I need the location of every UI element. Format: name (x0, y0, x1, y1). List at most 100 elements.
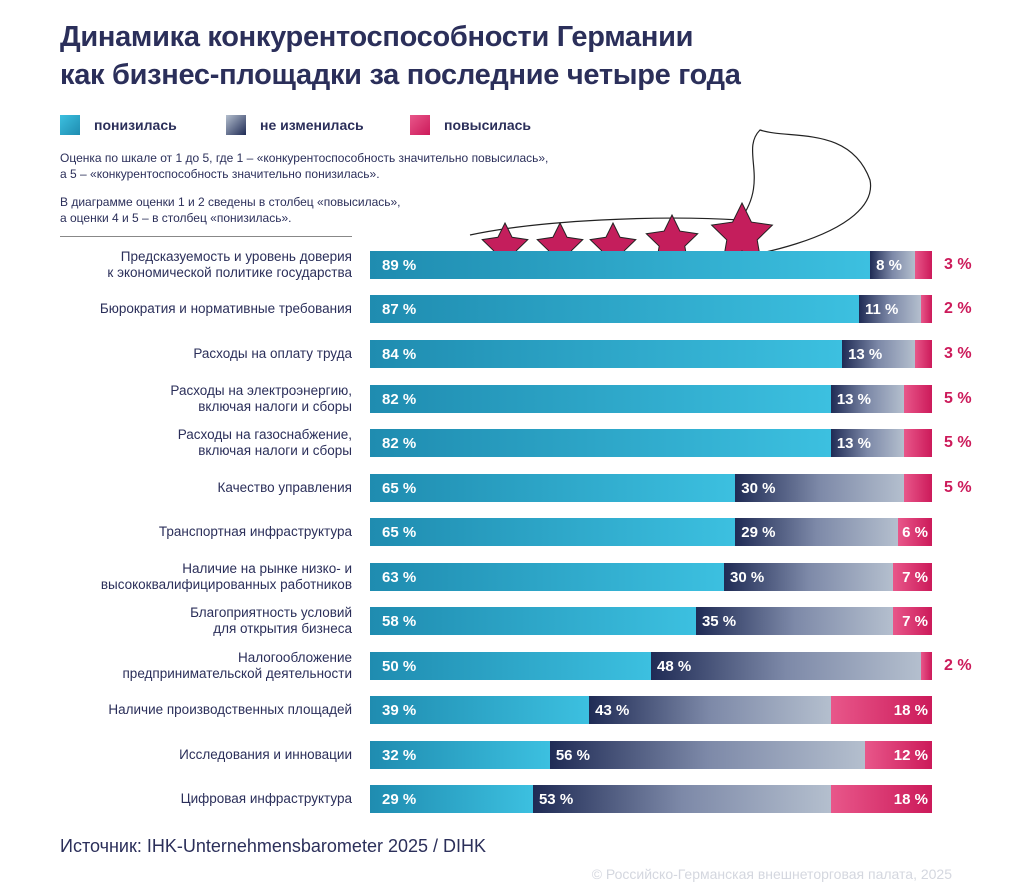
bar-unchanged: 13 % (842, 340, 916, 368)
bar-row: Качество управления 5 % 65 % 30 % (0, 473, 1024, 503)
category-label: Цифровая инфраструктура (180, 791, 352, 806)
bar-decreased: 84 % (370, 340, 843, 368)
category-label: Расходы на оплату труда (193, 346, 352, 361)
bar-row: Налогообложение предпринимательской деяте… (0, 650, 1024, 681)
stacked-bar: 63 % 30 % 7 % (370, 563, 932, 591)
category-label: Наличие на рынке низко- и высококвалифици… (100, 561, 352, 592)
bar-decreased: 58 % (370, 607, 696, 635)
category-label: Благоприятность условий для открытия бизн… (190, 605, 352, 636)
bar-decreased: 29 % (370, 785, 533, 813)
bar-unchanged: 43 % (589, 696, 831, 724)
bar-decreased: 82 % (370, 385, 831, 413)
data-label: 56 % (555, 746, 591, 764)
data-label: 84 % (382, 345, 417, 363)
stacked-bar: 65 % 30 % (370, 474, 932, 502)
data-label: 82 % (382, 434, 417, 452)
data-label: 65 % (382, 523, 417, 541)
data-label: 7 % (902, 612, 928, 630)
stacked-bar: 39 % 43 % 18 % (370, 696, 932, 724)
legend-item-unchanged: не изменилась (226, 114, 364, 136)
data-label: 89 % (382, 256, 417, 274)
bar-unchanged: 8 % (870, 251, 916, 279)
legend-label: не изменилась (260, 117, 364, 133)
data-label: 29 % (382, 790, 417, 808)
stacked-bar: 32 % 56 % 12 % (370, 741, 932, 769)
category-label: Расходы на электроэнергию, включая налоги… (170, 383, 352, 414)
bar-unchanged: 30 % (735, 474, 904, 502)
copyright: © Российско-Германская внешнеторговая па… (591, 866, 952, 882)
bar-unchanged: 13 % (830, 385, 904, 413)
data-label: 43 % (595, 701, 630, 719)
data-label: 2 % (944, 657, 972, 674)
source-note: Источник: IHK-Unternehmensbarometer 2025… (60, 836, 486, 856)
data-label: 63 % (382, 568, 417, 586)
legend-label: понизилась (94, 117, 177, 133)
title-line-2: как бизнес-площадки за последние четыре … (60, 59, 741, 91)
data-label: 65 % (382, 479, 417, 497)
data-label: 8 % (876, 256, 903, 274)
data-label: 2 % (944, 300, 972, 317)
chart-title: Динамика конкурентоспособности Германии … (60, 18, 741, 94)
bar-row: Благоприятность условий для открытия бизн… (0, 605, 1024, 636)
bar-row: Расходы на газоснабжение, включая налоги … (0, 427, 1024, 458)
scale-note: Оценка по шкале от 1 до 5, где 1 – «конк… (60, 151, 549, 181)
legend-item-increased: повысилась (410, 114, 531, 136)
bar-increased: 6 % (898, 518, 932, 546)
category-label: Транспортная инфраструктура (158, 524, 352, 539)
bar-row: Исследования и инновации 32 % 56 % 12 % (0, 740, 1024, 770)
bar-decreased: 39 % (370, 696, 590, 724)
stacked-bar: 89 % 8 % (370, 251, 932, 279)
data-label: 35 % (701, 612, 737, 630)
bar-row: Предсказуемость и уровень доверия к эконо… (0, 249, 1024, 280)
bar-increased (920, 652, 932, 680)
bar-decreased: 50 % (370, 652, 651, 680)
data-label: 50 % (382, 657, 417, 675)
data-label: 53 % (538, 790, 574, 808)
data-label: 3 % (944, 256, 972, 273)
legend-swatch (60, 115, 80, 135)
category-label: Расходы на газоснабжение, включая налоги … (177, 427, 352, 458)
bar-increased (903, 385, 932, 413)
bar-increased (915, 340, 932, 368)
grouping-note: В диаграмме оценки 1 и 2 сведены в столб… (60, 195, 401, 225)
bar-decreased: 87 % (370, 295, 859, 323)
bar-increased: 18 % (830, 696, 932, 724)
data-label: 11 % (864, 300, 899, 318)
hand-outline (469, 129, 872, 271)
bar-unchanged: 13 % (830, 429, 904, 457)
bar-decreased: 65 % (370, 518, 736, 546)
data-label: 87 % (382, 300, 417, 318)
data-label: 6 % (902, 523, 928, 541)
bar-row: Расходы на оплату труда 3 % 84 % 13 % (0, 339, 1024, 369)
data-label: 58 % (382, 612, 417, 630)
stacked-bar: 87 % 11 % (370, 295, 932, 323)
category-label: Бюрократия и нормативные требования (99, 301, 352, 316)
divider (60, 236, 352, 237)
data-label: 13 % (836, 390, 872, 408)
data-label: 13 % (836, 434, 872, 452)
bar-row: Наличие на рынке низко- и высококвалифици… (0, 561, 1024, 592)
category-label: Исследования и инновации (179, 747, 352, 762)
bar-unchanged: 35 % (695, 607, 893, 635)
bar-unchanged: 53 % (532, 785, 831, 813)
legend-label: повысилась (444, 117, 532, 133)
bar-unchanged: 56 % (549, 741, 865, 769)
bar-increased: 7 % (892, 607, 932, 635)
bar-decreased: 82 % (370, 429, 831, 457)
data-label: 7 % (902, 568, 928, 586)
stacked-bar: 29 % 53 % 18 % (370, 785, 932, 813)
bar-unchanged: 11 % (858, 295, 921, 323)
bar-increased (915, 251, 932, 279)
bar-unchanged: 30 % (724, 563, 893, 591)
stacked-bar: 82 % 13 % (370, 385, 932, 413)
data-label: 12 % (893, 746, 928, 764)
bar-row: Транспортная инфраструктура 65 % 29 % 6 % (0, 517, 1024, 547)
data-label: 5 % (944, 434, 972, 451)
category-label: Наличие производственных площадей (108, 702, 352, 717)
data-label: 29 % (741, 523, 776, 541)
data-label: 30 % (730, 568, 765, 586)
category-label: Предсказуемость и уровень доверия к эконо… (107, 249, 352, 280)
bar-unchanged: 48 % (651, 652, 921, 680)
stacked-bar: 84 % 13 % (370, 340, 932, 368)
